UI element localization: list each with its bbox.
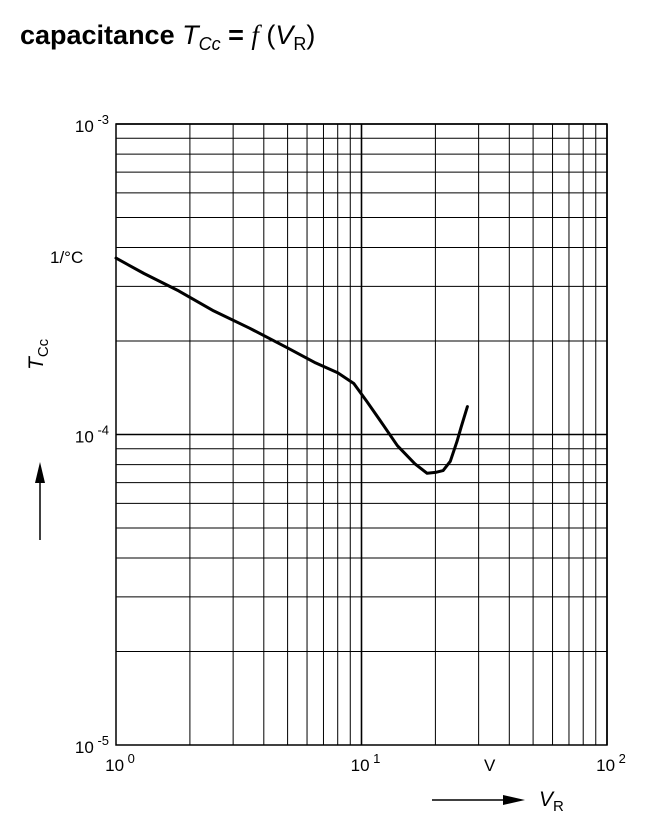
x-axis-label: VR: [539, 788, 564, 815]
x-tick-label: 10 1: [351, 751, 381, 775]
y-direction-arrow: [35, 462, 45, 540]
y-tick-label: 10 -3: [75, 112, 109, 136]
tick-labels: 10 -5 10 -4 10 -3 10 0 10 1 10 2: [75, 112, 626, 775]
x-direction-arrow: [432, 795, 525, 805]
y-axis-label: TCc: [25, 338, 52, 370]
grid: [116, 123, 608, 745]
plot-frame: [115, 123, 608, 746]
x-tick-label: 10 0: [105, 751, 135, 775]
series-layer: [114, 256, 469, 475]
x-unit-label: V: [484, 756, 496, 775]
series-line: [114, 256, 469, 475]
y-unit-label: 1/°C: [50, 248, 83, 267]
x-tick-label: 10 2: [596, 751, 626, 775]
y-tick-label: 10 -4: [75, 423, 109, 447]
y-tick-label: 10 -5: [75, 733, 109, 757]
chart-title: capacitance TCc = f (VR): [20, 20, 315, 54]
